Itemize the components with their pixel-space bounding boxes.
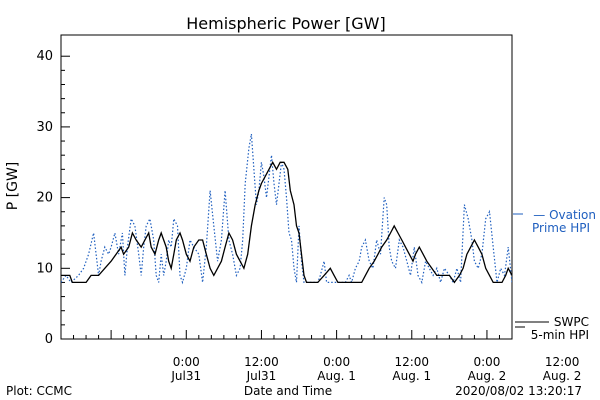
legend-swpc-label-line1: SWPC <box>554 315 589 329</box>
x-tick-label-date: Aug. 2 <box>468 369 507 383</box>
x-tick-label-date: Aug. 2 <box>543 369 582 383</box>
chart-title: Hemispheric Power [GW] <box>186 14 385 33</box>
x-tick-label-date: Jul31 <box>170 369 201 383</box>
x-tick-label-time: 12:00 <box>244 355 279 369</box>
legend-ovation-label-line1: — Ovation <box>533 208 596 222</box>
x-tick-label-time: 12:00 <box>545 355 580 369</box>
legend-ovation-label-line2: Prime HPI <box>532 221 590 235</box>
y-tick-label: 0 <box>45 332 53 347</box>
series-layer <box>61 133 512 285</box>
y-tick-label: 40 <box>36 49 53 64</box>
footer-plot-credit: Plot: CCMC <box>6 384 72 398</box>
series-ovation-hpi-line <box>61 133 512 285</box>
y-axis-ticks: 0 10 20 30 40 <box>36 49 70 347</box>
y-axis-label: P [GW] <box>5 162 21 211</box>
x-tick-label-time: 0:00 <box>323 355 350 369</box>
footer-timestamp: 2020/08/02 13:20:17 <box>455 384 582 398</box>
legend-swpc-label-line2: 5-min HPI <box>531 328 589 342</box>
x-tick-label-date: Jul31 <box>246 369 277 383</box>
x-tick-label-time: 0:00 <box>473 355 500 369</box>
y-tick-label: 10 <box>36 261 53 276</box>
legend: SWPC 5-min HPI — Ovation Prime HPI <box>513 208 596 342</box>
y-tick-label: 20 <box>36 191 53 206</box>
x-tick-label-time: 12:00 <box>394 355 429 369</box>
y-tick-label: 30 <box>36 120 53 135</box>
series-swpc-hpi-line <box>61 160 512 284</box>
x-tick-label-date: Aug. 1 <box>392 369 431 383</box>
x-axis-label: Date and Time <box>244 384 332 398</box>
x-tick-label-time: 0:00 <box>173 355 200 369</box>
x-tick-label-date: Aug. 1 <box>317 369 356 383</box>
